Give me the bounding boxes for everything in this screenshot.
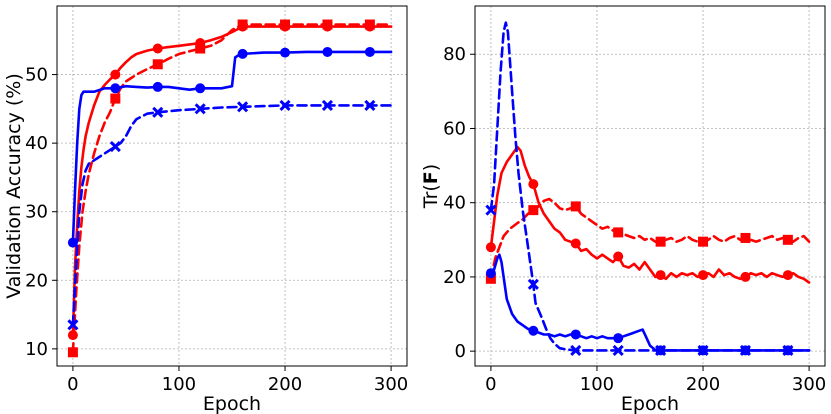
circle-marker <box>280 47 291 58</box>
circle-marker <box>570 329 581 340</box>
x-tick-label: 0 <box>485 374 496 395</box>
x-marker <box>364 99 376 111</box>
x-marker <box>655 344 667 356</box>
circle-marker <box>67 237 78 248</box>
y-tick-label: 80 <box>443 44 466 65</box>
circle-marker <box>570 238 581 249</box>
x-tick-label: 300 <box>374 374 408 395</box>
accuracy-chart-panel: 0 100 200 300 10 20 30 40 50 Epoch Validation Accu… <box>3 5 408 414</box>
plot-area <box>67 19 393 358</box>
axes-frame <box>474 5 826 367</box>
square-marker <box>110 93 121 104</box>
x-marker <box>67 319 79 331</box>
x-marker <box>612 344 624 356</box>
y-axis-label: Validation Accuracy (%) <box>3 73 25 299</box>
series-line-3 <box>71 104 393 327</box>
series-line-2 <box>71 50 393 244</box>
x-marker <box>109 141 121 153</box>
circle-marker <box>110 83 121 94</box>
square-marker <box>195 43 206 54</box>
x-marker <box>570 344 582 356</box>
square-marker <box>740 232 751 243</box>
circle-marker <box>740 271 751 282</box>
x-marker <box>485 204 497 216</box>
x-marker <box>237 101 249 113</box>
y-tick-label: 0 <box>455 341 466 362</box>
x-marker <box>739 344 752 356</box>
circle-marker <box>152 43 163 54</box>
x-marker <box>279 99 291 111</box>
square-marker <box>280 19 291 30</box>
square-marker <box>782 234 793 245</box>
x-marker <box>152 106 164 118</box>
series-line-1 <box>71 23 393 354</box>
x-marker <box>782 344 794 356</box>
axes-frame <box>56 5 408 367</box>
plot-area <box>485 21 811 356</box>
circle-marker <box>237 48 248 59</box>
square-marker <box>322 19 333 30</box>
square-marker <box>655 236 666 247</box>
x-marker <box>697 344 709 356</box>
series-line-0 <box>489 145 811 284</box>
x-tick-label: 100 <box>162 374 196 395</box>
trace-chart-panel: 0 100 200 300 0 20 40 60 80 Epoch Tr(F) <box>420 5 826 414</box>
circle-marker <box>698 270 709 281</box>
circle-marker <box>152 81 163 92</box>
circle-marker <box>528 179 539 190</box>
x-marker <box>527 278 539 290</box>
y-tick-label: 20 <box>443 267 466 288</box>
circle-marker <box>485 268 496 279</box>
series-line-2 <box>489 253 811 352</box>
x-marker <box>194 103 206 115</box>
x-tick-label: 200 <box>686 374 720 395</box>
circle-marker <box>110 69 121 80</box>
y-tick-label: 60 <box>443 118 466 139</box>
y-tick-label: 40 <box>443 193 466 214</box>
circle-marker <box>528 325 539 336</box>
square-marker <box>237 19 248 30</box>
circle-marker <box>195 83 206 94</box>
y-tick-label: 50 <box>25 65 48 86</box>
x-marker <box>321 99 334 111</box>
circle-marker <box>613 333 624 344</box>
x-tick-label: 200 <box>268 374 302 395</box>
circle-marker <box>782 270 793 281</box>
x-tick-label: 0 <box>67 374 78 395</box>
square-marker <box>698 236 709 247</box>
y-tick-label: 30 <box>25 202 48 223</box>
series-line-3 <box>489 21 811 352</box>
x-axis-label: Epoch <box>621 393 679 414</box>
square-marker <box>152 59 163 70</box>
y-tick-label: 10 <box>25 339 48 360</box>
square-marker <box>570 201 581 212</box>
circle-marker <box>613 251 624 262</box>
series-line-0 <box>71 25 393 337</box>
square-marker <box>528 205 539 216</box>
square-marker <box>364 19 375 30</box>
y-tick-label: 40 <box>25 133 48 154</box>
square-marker <box>485 273 496 284</box>
circle-marker <box>322 46 333 57</box>
square-marker <box>67 347 78 358</box>
circle-marker <box>655 270 666 281</box>
y-axis-label: Tr(F) <box>420 164 442 209</box>
x-axis-label: Epoch <box>203 393 261 414</box>
square-marker <box>613 227 624 238</box>
x-tick-label: 300 <box>792 374 826 395</box>
series-line-1 <box>489 197 811 281</box>
circle-marker <box>364 46 375 57</box>
x-tick-label: 100 <box>580 374 614 395</box>
circle-marker <box>485 242 496 253</box>
y-tick-label: 20 <box>25 270 48 291</box>
